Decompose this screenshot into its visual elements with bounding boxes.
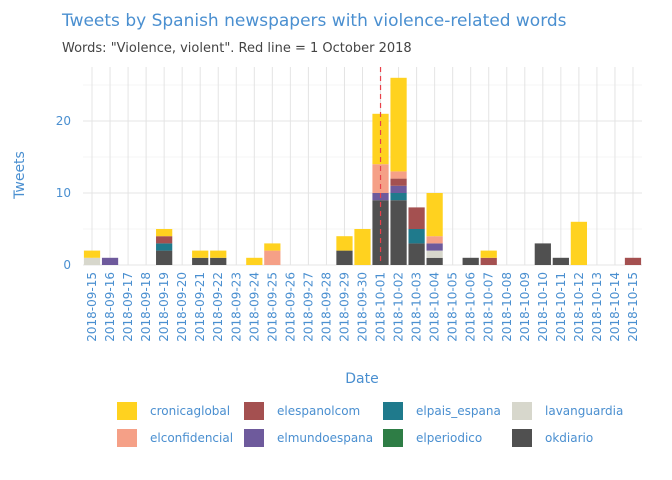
bar-segment-elmundoespana: [101, 257, 119, 265]
bar-segment-lavanguardia: [426, 250, 443, 258]
x-tick-label: 2018-09-28: [319, 272, 333, 342]
x-tick-label: 2018-10-12: [572, 272, 586, 342]
bar-segment-cronicaglobal: [83, 250, 101, 258]
legend-label-elpais_espana: elpais_espana: [416, 404, 501, 418]
bar-segment-cronicaglobal: [210, 250, 227, 258]
x-tick-label: 2018-10-11: [554, 272, 568, 342]
x-tick-label: 2018-09-20: [175, 272, 189, 342]
legend-label-elperiodico: elperiodico: [416, 431, 482, 445]
legend: cronicaglobal elconfidencial elespanolcom e…: [117, 402, 623, 447]
x-tick-label: 2018-10-05: [446, 272, 460, 342]
x-tick-label: 2018-10-10: [536, 272, 550, 342]
bar-segment-elpais_espana: [390, 193, 407, 201]
legend-swatch-lavanguardia: [512, 402, 532, 420]
x-tick-label: 2018-09-22: [211, 272, 225, 342]
x-tick-label: 2018-10-02: [392, 272, 406, 342]
legend-label-cronicaglobal: cronicaglobal: [150, 404, 230, 418]
x-tick-label: 2018-09-15: [85, 272, 99, 342]
bar-segment-cronicaglobal: [264, 243, 281, 251]
x-axis-ticks: 2018-09-15 2018-09-16 2018-09-17 2018-09-18…: [85, 272, 640, 342]
bar-segment-elmundoespana: [390, 185, 407, 193]
legend-swatch-cronicaglobal: [117, 402, 137, 420]
x-tick-label: 2018-09-25: [265, 272, 279, 342]
bar-segment-okdiario: [408, 243, 425, 265]
bar-segment-okdiario: [534, 243, 551, 265]
x-tick-label: 2018-09-16: [103, 272, 117, 342]
x-tick-label: 2018-10-07: [482, 272, 496, 342]
x-tick-label: 2018-09-29: [337, 272, 351, 342]
bar-segment-cronicaglobal: [390, 77, 407, 172]
bar-segment-elpais_espana: [408, 229, 425, 244]
x-tick-label: 2018-09-18: [139, 272, 153, 342]
bar-segment-lavanguardia: [83, 257, 101, 265]
bar-segment-elespanolcom: [390, 178, 407, 186]
bar-segment-okdiario: [462, 257, 479, 265]
legend-swatch-elespanolcom: [244, 402, 264, 420]
bar-segment-elconfidencial: [426, 236, 443, 244]
x-tick-label: 2018-10-03: [410, 272, 424, 342]
bar-segment-elconfidencial: [390, 171, 407, 179]
bar-segment-cronicaglobal: [192, 250, 209, 258]
legend-label-elconfidencial: elconfidencial: [150, 431, 233, 445]
bar-segment-cronicaglobal: [246, 257, 263, 265]
x-tick-label: 2018-09-24: [247, 272, 261, 342]
bar-segment-cronicaglobal: [336, 236, 353, 251]
bar-segment-cronicaglobal: [354, 229, 371, 265]
y-tick-label: 20: [56, 114, 71, 128]
bar-segment-elconfidencial: [264, 250, 281, 265]
x-tick-label: 2018-10-04: [428, 272, 442, 342]
legend-label-elmundoespana: elmundoespana: [277, 431, 373, 445]
bar-segment-elpais_espana: [156, 243, 173, 251]
legend-swatch-elperiodico: [383, 429, 403, 447]
x-tick-label: 2018-10-14: [608, 272, 622, 342]
x-tick-label: 2018-10-09: [518, 272, 532, 342]
bar-segment-okdiario: [426, 257, 443, 265]
bar-segment-okdiario: [210, 257, 227, 265]
bar-segment-okdiario: [156, 250, 173, 265]
bar-segment-elespanolcom: [624, 257, 642, 265]
bar-segment-cronicaglobal: [426, 193, 443, 237]
x-tick-label: 2018-10-08: [500, 272, 514, 342]
legend-label-lavanguardia: lavanguardia: [545, 404, 623, 418]
bar-segment-cronicaglobal: [570, 221, 588, 265]
bar-segment-okdiario: [336, 250, 353, 265]
x-tick-label: 2018-10-13: [590, 272, 604, 342]
x-tick-label: 2018-10-15: [626, 272, 640, 342]
y-axis-ticks: 0 10 20: [56, 114, 71, 272]
legend-swatch-elmundoespana: [244, 429, 264, 447]
x-tick-label: 2018-09-30: [356, 272, 370, 342]
chart-subtitle: Words: "Violence, violent". Red line = 1…: [62, 41, 412, 56]
chart-title: Tweets by Spanish newspapers with violen…: [61, 11, 567, 31]
y-tick-label: 0: [63, 258, 71, 272]
bar-segment-okdiario: [552, 257, 569, 265]
bar-segment-okdiario: [192, 257, 209, 265]
bar-segment-okdiario: [390, 200, 407, 265]
legend-label-okdiario: okdiario: [545, 431, 593, 445]
x-tick-label: 2018-09-21: [193, 272, 207, 342]
y-tick-label: 10: [56, 186, 71, 200]
bar-segment-elespanolcom: [408, 207, 425, 229]
legend-swatch-elconfidencial: [117, 429, 137, 447]
x-tick-label: 2018-09-19: [157, 272, 171, 342]
x-tick-label: 2018-09-26: [283, 272, 297, 342]
bar-segment-cronicaglobal: [480, 250, 497, 258]
bar-segment-elespanolcom: [156, 236, 173, 244]
bar-segment-elespanolcom: [480, 257, 497, 265]
y-axis-title: Tweets: [12, 151, 28, 200]
legend-swatch-okdiario: [512, 429, 532, 447]
x-tick-label: 2018-09-17: [121, 272, 135, 342]
legend-label-elespanolcom: elespanolcom: [277, 404, 360, 418]
x-tick-label: 2018-09-23: [229, 272, 243, 342]
x-tick-label: 2018-10-01: [374, 272, 388, 342]
bar-segment-elmundoespana: [426, 243, 443, 251]
bar-segment-cronicaglobal: [156, 229, 173, 237]
legend-swatch-elpais_espana: [383, 402, 403, 420]
x-axis-title: Date: [345, 371, 378, 387]
x-tick-label: 2018-09-27: [301, 272, 315, 342]
x-tick-label: 2018-10-06: [464, 272, 478, 342]
